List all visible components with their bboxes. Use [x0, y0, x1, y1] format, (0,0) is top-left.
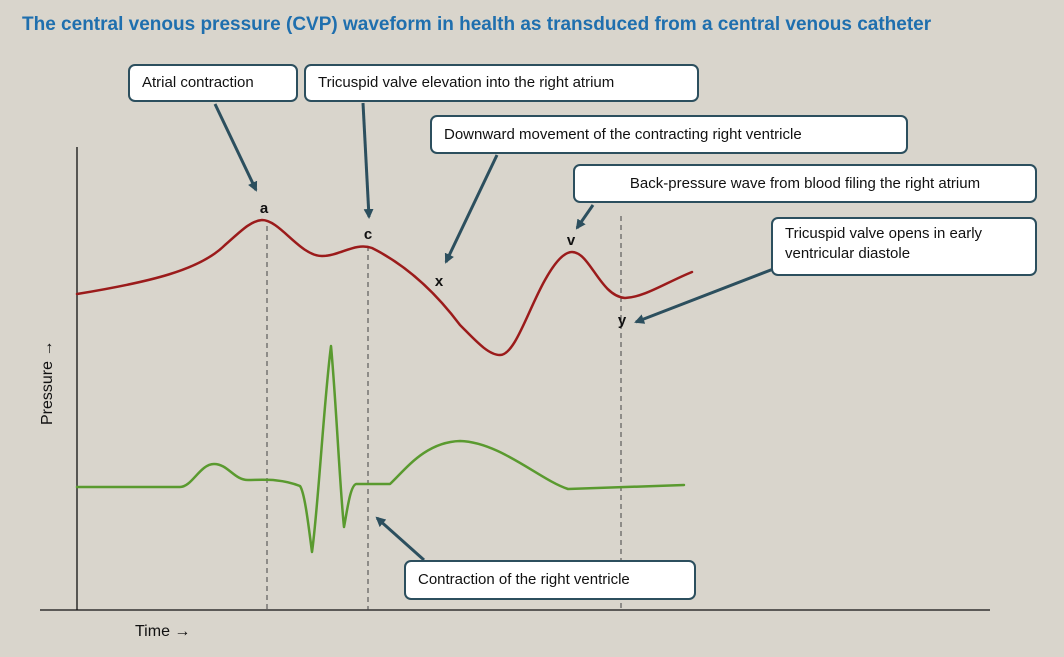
wave-label-a: a — [260, 200, 269, 217]
callout-downward-movement: Downward movement of the contracting rig… — [430, 115, 908, 154]
wave-label-y: y — [618, 312, 627, 329]
arrow-atrial-contraction — [213, 103, 258, 192]
diagram-title: The central venous pressure (CVP) wavefo… — [22, 14, 932, 35]
y-axis-label: Pressure → — [39, 341, 56, 425]
wave-label-x: x — [435, 273, 444, 290]
arrow-tricuspid-elevation — [361, 102, 374, 219]
cvp-waveform — [75, 218, 694, 357]
callout-tricuspid-elevation: Tricuspid valve elevation into the right… — [304, 64, 699, 102]
arrow-back-pressure — [575, 204, 595, 230]
ecg-waveform — [75, 344, 686, 554]
callout-tricuspid-opens: Tricuspid valve opens in early ventricul… — [771, 217, 1037, 276]
x-axis-label: Time → — [135, 623, 190, 640]
callout-atrial-contraction: Atrial contraction — [128, 64, 298, 102]
callout-back-pressure: Back-pressure wave from blood filing the… — [573, 164, 1037, 203]
wave-label-c: c — [364, 226, 372, 243]
callout-rv-contraction: Contraction of the right ventricle — [404, 560, 696, 600]
wave-label-v: v — [567, 232, 576, 249]
arrow-tricuspid-opens — [634, 266, 777, 324]
arrow-downward-movement — [444, 154, 499, 264]
arrow-rv-contraction — [375, 516, 425, 562]
